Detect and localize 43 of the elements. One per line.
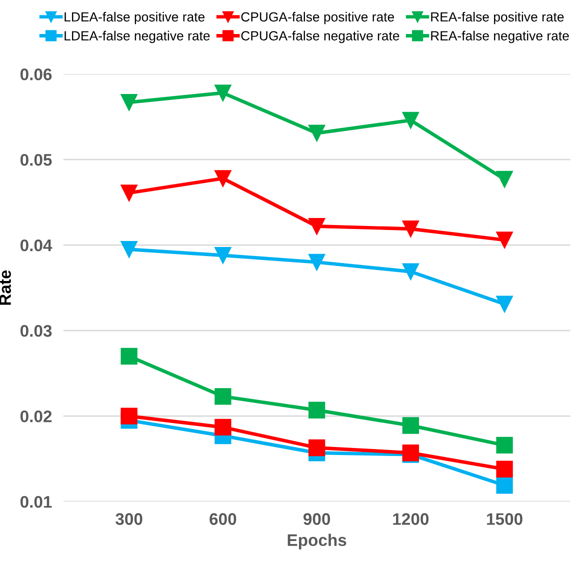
point [214,247,232,264]
legend-label: REA-false negative rate [431,30,569,44]
point [308,254,326,271]
point [496,460,513,478]
legend-label: CPUGA-false positive rate [241,12,394,24]
point [402,263,419,280]
point [120,348,138,365]
y-tick-label: 0.05 [20,154,52,166]
point [308,439,326,456]
y-tick-label: 0.03 [20,325,52,337]
point [120,241,138,258]
x-tick-label: 1200 [393,513,429,525]
point [120,184,138,202]
point [214,418,232,436]
x-tick-label: 300 [116,513,142,525]
point [402,220,419,238]
point [496,170,513,188]
point [214,388,232,405]
point [120,94,138,111]
point [496,436,513,454]
legend-label: LDEA-false negative rate [64,30,210,44]
point [402,112,419,129]
point [308,218,326,235]
point [402,417,419,434]
y-tick-label: 0.04 [20,240,52,252]
point [308,402,326,418]
point [120,408,138,424]
y-tick-label: 0.06 [20,68,52,80]
x-tick-label: 900 [303,513,330,525]
point [496,232,513,248]
y-tick-label: 0.01 [20,496,52,508]
y-tick-label: 0.02 [20,410,52,422]
point [214,84,232,102]
legend-label: LDEA-false positive rate [64,12,205,24]
point [214,170,232,187]
legend-label: CPUGA-false negative rate [241,30,400,44]
point [496,477,513,494]
point [308,124,326,142]
legend-label: REA-false positive rate [431,12,564,24]
x-tick-label: 600 [210,513,236,525]
x-axis-title: Epochs [288,534,346,550]
x-tick-label: 1500 [487,513,522,525]
point [496,296,513,312]
